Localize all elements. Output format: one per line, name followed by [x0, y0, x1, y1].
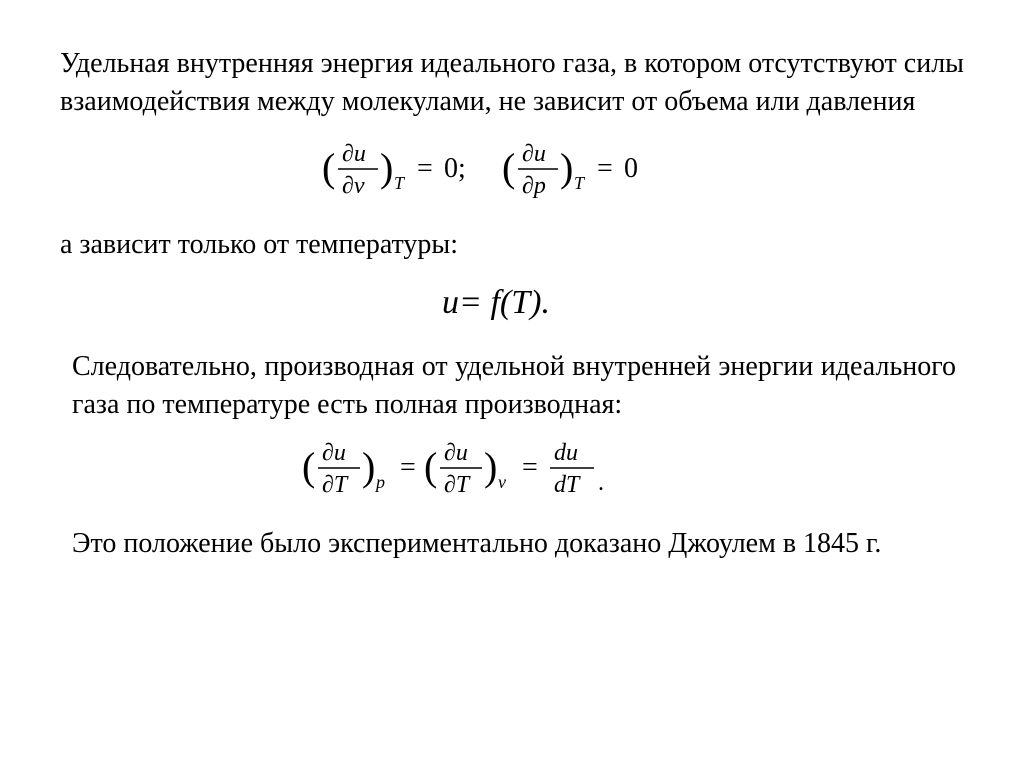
svg-text:du: du	[554, 440, 578, 466]
equation-2-svg: u= f(T).	[422, 277, 602, 327]
svg-text:v: v	[498, 472, 506, 492]
svg-text:∂u: ∂u	[444, 440, 468, 466]
svg-text:0;: 0;	[444, 153, 466, 184]
svg-text:.: .	[598, 470, 604, 496]
paragraph-1: Удельная внутренняя энергия идеального г…	[60, 45, 964, 121]
svg-text:∂T: ∂T	[322, 472, 349, 498]
svg-text:∂u: ∂u	[342, 141, 366, 167]
equation-3-svg: ( ∂u ∂T ) p = ( ∂u ∂T ) v = du dT	[292, 434, 732, 504]
svg-text:∂p: ∂p	[522, 173, 546, 199]
svg-text:p: p	[374, 472, 385, 492]
paragraph-2: а зависит только от температуры:	[60, 226, 964, 264]
svg-text:): )	[560, 145, 573, 190]
equation-1: ( ∂u ∂v ) T = 0; ( ∂u ∂p ) T = 0	[60, 135, 964, 210]
equation-2: u= f(T).	[60, 277, 964, 332]
svg-text:(: (	[302, 444, 315, 489]
paragraph-4: Это положение было экспериментально дока…	[60, 525, 964, 563]
svg-text:∂T: ∂T	[444, 472, 471, 498]
svg-text:): )	[380, 145, 393, 190]
svg-text:(: (	[502, 145, 515, 190]
svg-text:0: 0	[624, 153, 638, 184]
svg-text:T: T	[574, 173, 586, 193]
svg-text:=: =	[400, 452, 416, 483]
paragraph-3: Следовательно, производная от удельной в…	[60, 348, 964, 424]
equation-3: ( ∂u ∂T ) p = ( ∂u ∂T ) v = du dT	[60, 434, 964, 509]
svg-text:=: =	[417, 153, 433, 184]
svg-text:dT: dT	[554, 472, 581, 498]
equation-1-svg: ( ∂u ∂v ) T = 0; ( ∂u ∂p ) T = 0	[302, 135, 722, 205]
svg-text:(: (	[322, 145, 335, 190]
svg-text:T: T	[394, 173, 406, 193]
svg-text:): )	[362, 444, 375, 489]
document-page: Удельная внутренняя энергия идеального г…	[0, 0, 1024, 613]
svg-text:=: =	[522, 452, 538, 483]
svg-text:∂v: ∂v	[342, 173, 365, 199]
svg-text:=: =	[597, 153, 613, 184]
svg-text:): )	[484, 444, 497, 489]
svg-text:(: (	[424, 444, 437, 489]
svg-text:u= f(T).: u= f(T).	[442, 284, 550, 321]
svg-text:∂u: ∂u	[322, 440, 346, 466]
svg-text:∂u: ∂u	[522, 141, 546, 167]
